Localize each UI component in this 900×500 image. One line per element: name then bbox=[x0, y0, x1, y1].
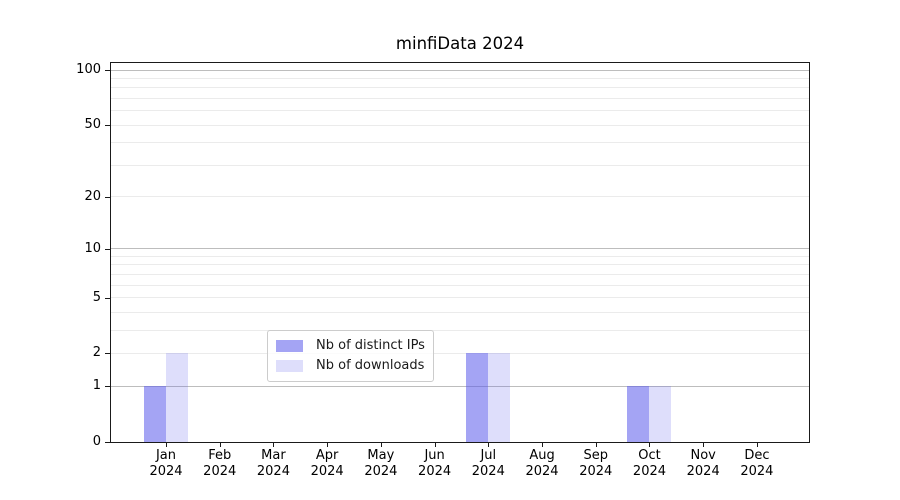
x-tick-label: Nov 2024 bbox=[686, 448, 720, 479]
legend-label: Nb of downloads bbox=[316, 358, 425, 373]
gridline-minor bbox=[111, 164, 809, 166]
bar-nb-of-distinct-ips-jan bbox=[144, 386, 166, 442]
gridline-minor bbox=[111, 284, 809, 286]
y-tick-label: 50 bbox=[84, 117, 101, 133]
gridline-minor bbox=[111, 264, 809, 266]
x-tick-label: Jan 2024 bbox=[149, 448, 183, 479]
gridline-major bbox=[111, 69, 809, 71]
y-tick-label: 10 bbox=[84, 240, 101, 256]
gridline-minor bbox=[111, 329, 809, 331]
bar-nb-of-distinct-ips-oct bbox=[627, 386, 650, 442]
gridline-major bbox=[111, 248, 809, 250]
legend: Nb of distinct IPs Nb of downloads bbox=[267, 330, 434, 382]
x-tick-label: Apr 2024 bbox=[310, 448, 344, 479]
x-tick-label: Sep 2024 bbox=[579, 448, 613, 479]
gridline-minor bbox=[111, 124, 809, 126]
y-tick-label: 100 bbox=[76, 62, 101, 77]
gridline-minor bbox=[111, 110, 809, 112]
gridline-minor bbox=[111, 273, 809, 275]
bar-nb-of-downloads-jan bbox=[166, 353, 188, 442]
y-tick-label: 5 bbox=[92, 289, 101, 305]
gridline-minor bbox=[111, 77, 809, 79]
bar-nb-of-downloads-jul bbox=[488, 353, 511, 442]
bar-nb-of-distinct-ips-jul bbox=[466, 353, 489, 442]
gridline-minor bbox=[111, 255, 809, 257]
y-tick-label: 2 bbox=[92, 345, 101, 361]
legend-swatch bbox=[276, 360, 303, 372]
x-tick-label: Oct 2024 bbox=[632, 448, 667, 479]
gridline-minor bbox=[111, 297, 809, 299]
x-tick-label: Aug 2024 bbox=[525, 448, 559, 479]
gridline-minor bbox=[111, 87, 809, 89]
gridline-major bbox=[111, 385, 809, 387]
gridline-minor bbox=[111, 97, 809, 99]
plot-area bbox=[110, 62, 810, 443]
gridline-minor bbox=[111, 311, 809, 313]
x-tick-label: Dec 2024 bbox=[740, 448, 774, 479]
legend-swatch bbox=[276, 340, 303, 352]
gridline-minor bbox=[111, 352, 809, 354]
y-tick-label: 20 bbox=[84, 188, 101, 204]
x-tick-label: Jul 2024 bbox=[471, 448, 505, 479]
legend-row: Nb of distinct IPs bbox=[276, 336, 425, 356]
x-tick-label: Feb 2024 bbox=[203, 448, 237, 479]
x-tick-label: Mar 2024 bbox=[256, 448, 290, 479]
gridline-minor bbox=[111, 196, 809, 198]
legend-label: Nb of distinct IPs bbox=[316, 338, 425, 353]
bar-nb-of-downloads-oct bbox=[649, 386, 672, 442]
chart-title: minfiData 2024 bbox=[395, 34, 525, 53]
gridline-minor bbox=[111, 142, 809, 144]
y-tick-label: 0 bbox=[92, 434, 101, 449]
x-tick-label: May 2024 bbox=[364, 448, 398, 479]
x-tick-label: Jun 2024 bbox=[418, 448, 452, 479]
legend-row: Nb of downloads bbox=[276, 356, 425, 376]
y-tick-label: 1 bbox=[92, 378, 101, 394]
